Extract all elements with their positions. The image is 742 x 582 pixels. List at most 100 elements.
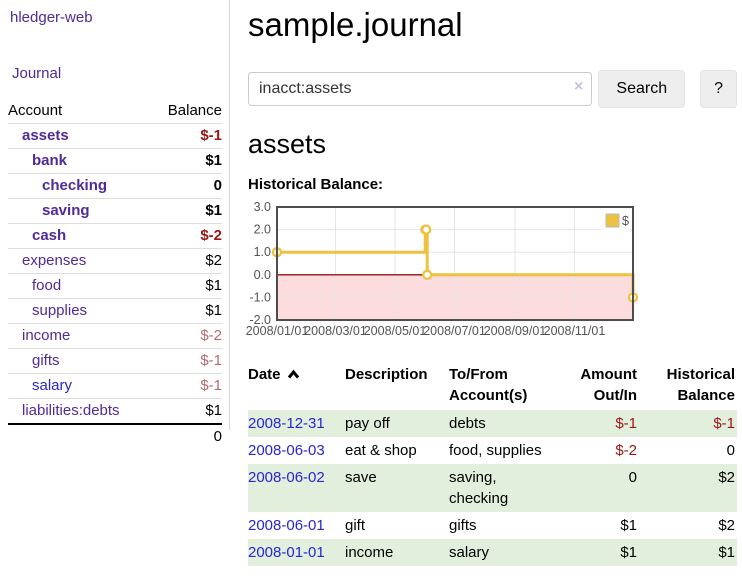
transaction-description: pay off <box>345 415 390 432</box>
account-balance: $-1 <box>200 127 222 144</box>
transaction-date-link[interactable]: 2008-06-03 <box>248 442 325 459</box>
register-row: 2008-06-02 save saving, checking 0 $2 <box>248 464 737 512</box>
account-balance: $-2 <box>200 227 222 244</box>
account-link-liabilities-debts[interactable]: liabilities:debts <box>22 402 120 419</box>
transaction-balance: $-1 <box>713 415 735 432</box>
svg-text:2008/11/01: 2008/11/01 <box>544 324 606 338</box>
account-row: food $1 <box>8 273 222 299</box>
search-form: × Search ? <box>248 70 737 108</box>
transaction-description: save <box>345 469 377 486</box>
svg-text:2008/07/01: 2008/07/01 <box>423 324 486 338</box>
account-balance: $1 <box>205 277 222 294</box>
transaction-date-link[interactable]: 2008-06-02 <box>248 469 325 486</box>
chart-title: Historical Balance: <box>248 176 384 193</box>
transaction-accounts: salary <box>449 544 490 561</box>
account-balance: $1 <box>205 152 222 169</box>
account-balance: $1 <box>205 402 222 419</box>
account-link-saving[interactable]: saving <box>42 202 90 219</box>
account-balance: $2 <box>205 252 222 269</box>
account-row: checking 0 <box>8 173 222 199</box>
register-row: 2008-01-01 income salary $1 $1 <box>248 539 737 566</box>
transaction-amount: $-2 <box>615 442 637 459</box>
register-header-accounts: To/From Account(s) <box>449 366 528 404</box>
transaction-accounts: saving, checking <box>449 469 509 507</box>
balance-chart-svg: $3.0 2.0 1.0 0.0 -1.0 -2.02008/01/012008/03/0… <box>246 200 639 338</box>
transaction-date-link[interactable]: 2008-01-01 <box>248 544 325 561</box>
svg-text:2008/05/01: 2008/05/01 <box>364 324 427 338</box>
account-balance: $-1 <box>200 377 222 394</box>
account-row: gifts $-1 <box>8 348 222 374</box>
historical-balance-chart: $3.0 2.0 1.0 0.0 -1.0 -2.0 2008/01/01 2008/03/0… <box>246 200 737 342</box>
help-button[interactable]: ? <box>700 70 737 108</box>
account-row: saving $1 <box>8 198 222 224</box>
account-heading: assets <box>248 129 327 159</box>
account-link-income[interactable]: income <box>22 327 71 344</box>
account-row: expenses $2 <box>8 248 222 274</box>
transaction-balance: $2 <box>718 517 735 534</box>
svg-text:2008/09/01: 2008/09/01 <box>484 324 547 338</box>
transaction-date-link[interactable]: 2008-06-01 <box>248 517 325 534</box>
account-row: salary $-1 <box>8 373 222 399</box>
main-content: sample.journal × Search ? assets Histori… <box>246 0 737 566</box>
register-header-date[interactable]: Date <box>248 362 345 410</box>
account-row: income $-2 <box>8 323 222 349</box>
svg-text:2.0: 2.0 <box>254 223 271 237</box>
register-table: Date Description To/From Account(s) Amou… <box>248 362 737 566</box>
register-row: 2008-06-01 gift gifts $1 $2 <box>248 512 737 539</box>
svg-text:2008/03/01: 2008/03/01 <box>304 324 367 338</box>
sidebar-item-journal[interactable]: Journal <box>12 65 62 82</box>
svg-text:0.0: 0.0 <box>254 268 271 282</box>
search-input[interactable] <box>248 72 593 106</box>
account-balance: 0 <box>213 177 222 194</box>
account-row: assets $-1 <box>8 123 222 149</box>
account-link-food[interactable]: food <box>32 277 62 294</box>
account-link-salary[interactable]: salary <box>32 377 73 394</box>
transaction-balance: $2 <box>718 469 735 486</box>
transaction-accounts: gifts <box>449 517 477 534</box>
transaction-description: gift <box>345 517 366 534</box>
transaction-amount: $1 <box>620 517 637 534</box>
page-title: sample.journal <box>248 6 463 43</box>
transaction-accounts: food, supplies <box>449 442 542 459</box>
account-link-bank[interactable]: bank <box>32 152 68 169</box>
svg-text:-2.0: -2.0 <box>249 313 271 327</box>
svg-text:2008/01/01: 2008/01/01 <box>246 324 309 338</box>
transaction-amount: 0 <box>628 469 637 486</box>
sidebar: hledger-web Journal Account Balance asse… <box>0 0 229 449</box>
transaction-amount: $1 <box>620 544 637 561</box>
register-row: 2008-06-03 eat & shop food, supplies $-2… <box>248 437 737 464</box>
account-balance: $-1 <box>200 352 222 369</box>
accounts-total-row: 0 <box>8 424 222 449</box>
register-header-amount: Amount Out/In <box>580 366 637 404</box>
account-link-supplies[interactable]: supplies <box>32 302 88 319</box>
svg-text:$: $ <box>622 214 629 228</box>
account-link-checking[interactable]: checking <box>42 177 108 194</box>
sidebar-divider <box>229 0 230 430</box>
register-header-balance: Historical Balance <box>666 366 735 404</box>
account-balance: $1 <box>205 202 222 219</box>
search-button[interactable]: Search <box>598 70 686 108</box>
transaction-date-link[interactable]: 2008-12-31 <box>248 415 325 432</box>
account-balance: $-2 <box>200 327 222 344</box>
account-balance: $1 <box>205 302 222 319</box>
account-link-cash[interactable]: cash <box>32 227 67 244</box>
transaction-balance: 0 <box>726 442 735 459</box>
account-link-expenses[interactable]: expenses <box>22 252 87 269</box>
accounts-header-account: Account <box>8 102 63 119</box>
svg-text:1.0: 1.0 <box>254 245 271 259</box>
account-row: cash $-2 <box>8 223 222 249</box>
transaction-amount: $-1 <box>615 415 637 432</box>
accounts-table: Account Balance assets $-1 bank $1 checkin… <box>8 99 222 449</box>
register-header-description: Description <box>345 366 428 383</box>
account-link-assets[interactable]: assets <box>22 127 69 144</box>
transaction-description: income <box>345 544 394 561</box>
register-row: 2008-12-31 pay off debts $-1 $-1 <box>248 410 737 437</box>
account-row: supplies $1 <box>8 298 222 324</box>
account-row: liabilities:debts $1 <box>8 398 222 425</box>
account-row: bank $1 <box>8 148 222 174</box>
clear-search-icon[interactable]: × <box>574 78 584 95</box>
account-link-gifts[interactable]: gifts <box>32 352 60 369</box>
transaction-accounts: debts <box>449 415 486 432</box>
app-title-link[interactable]: hledger-web <box>10 9 93 26</box>
transaction-description: eat & shop <box>345 442 417 459</box>
